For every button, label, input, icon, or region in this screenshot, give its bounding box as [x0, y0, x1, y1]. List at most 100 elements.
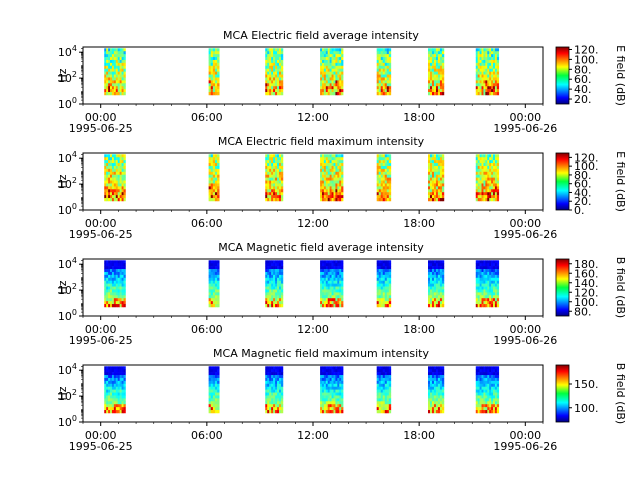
- colorbar-tick-label: 160.: [574, 267, 599, 280]
- colorbar-tick-label: 140.: [574, 277, 599, 290]
- y-tick-label: 100: [58, 414, 77, 429]
- spectrogram-pass: [265, 48, 284, 96]
- colorbar-tick-label: 20.: [574, 93, 592, 106]
- spectrogram-pass: [265, 154, 284, 202]
- x-tick-label: 12:00: [297, 323, 329, 336]
- y-axis-label: Hz: [56, 280, 69, 294]
- spectrogram-pass: [428, 48, 445, 96]
- y-tick-label: 104: [58, 150, 77, 165]
- y-tick-label: 100: [58, 96, 77, 111]
- x-date-label: 1995-06-26: [493, 440, 557, 453]
- x-tick-label: 00:00: [509, 323, 541, 336]
- x-tick-label: 12:00: [297, 429, 329, 442]
- colorbar-tick-label: 40.: [574, 186, 592, 199]
- x-date-label: 1995-06-25: [69, 228, 133, 241]
- spectrogram-pass: [104, 366, 126, 414]
- x-tick-label: 00:00: [85, 429, 117, 442]
- colorbar-tick-label: 120.: [574, 151, 599, 164]
- y-tick-label: 100: [58, 308, 77, 323]
- spectrogram-pass: [475, 260, 500, 308]
- spectrogram-pass: [320, 260, 344, 308]
- panel-2: MCA Electric field maximum intensity 100 1…: [56, 135, 627, 241]
- x-tick-label: 12:00: [297, 217, 329, 230]
- spectrogram-pass: [104, 48, 126, 96]
- axes-frame: [82, 364, 544, 423]
- spectrogram-pass: [320, 154, 344, 202]
- x-date-label: 1995-06-26: [493, 122, 557, 135]
- panel-3: MCA Magnetic field average intensity 100 1…: [56, 241, 627, 347]
- x-tick-label: 18:00: [403, 217, 435, 230]
- y-tick-label: 104: [58, 44, 77, 59]
- x-tick-label: 06:00: [191, 429, 223, 442]
- x-tick-label: 00:00: [509, 429, 541, 442]
- colorbar-tick-label: 80.: [574, 169, 592, 182]
- panel-title: MCA Magnetic field average intensity: [218, 241, 424, 254]
- y-tick-label: 104: [58, 362, 77, 377]
- colorbar-tick-label: 150.: [574, 378, 599, 391]
- colorbar-tick-label: 80.: [574, 63, 592, 76]
- x-date-label: 1995-06-26: [493, 228, 557, 241]
- colorbar-tick-label: 120.: [574, 286, 599, 299]
- x-tick-label: 00:00: [509, 217, 541, 230]
- y-axis-label: Hz: [56, 386, 69, 400]
- panel-4: MCA Magnetic field maximum intensity 100 1…: [56, 347, 627, 453]
- x-tick-label: 06:00: [191, 111, 223, 124]
- x-tick-label: 00:00: [85, 217, 117, 230]
- panel-title: MCA Electric field maximum intensity: [218, 135, 425, 148]
- spectrogram-pass: [104, 154, 126, 202]
- axes-frame: [82, 258, 544, 317]
- colorbar-tick-label: 40.: [574, 83, 592, 96]
- colorbar-tick-label: 100.: [574, 53, 599, 66]
- colorbar: [555, 364, 570, 423]
- axes-frame: [82, 152, 544, 211]
- spectrogram-pass: [208, 260, 220, 308]
- spectrogram-pass: [428, 154, 445, 202]
- colorbar-tick-label: 100.: [574, 296, 599, 309]
- y-tick-label: 100: [58, 202, 77, 217]
- x-tick-label: 00:00: [85, 323, 117, 336]
- x-tick-label: 06:00: [191, 323, 223, 336]
- x-tick-label: 18:00: [403, 429, 435, 442]
- axes-frame: [82, 46, 544, 105]
- x-tick-label: 00:00: [509, 111, 541, 124]
- x-tick-label: 00:00: [85, 111, 117, 124]
- y-tick-label: 102: [58, 388, 77, 403]
- panel-1: MCA Electric field average intensity 100 1…: [56, 29, 627, 135]
- x-tick-label: 18:00: [403, 323, 435, 336]
- y-tick-label: 104: [58, 256, 77, 271]
- y-tick-label: 102: [58, 282, 77, 297]
- x-date-label: 1995-06-25: [69, 334, 133, 347]
- colorbar-tick-label: 180.: [574, 258, 599, 271]
- x-tick-label: 06:00: [191, 217, 223, 230]
- colorbar-tick-label: 120.: [574, 43, 599, 56]
- spectrogram-pass: [475, 154, 500, 202]
- colorbar-label: B field (dB): [614, 257, 627, 318]
- x-date-label: 1995-06-25: [69, 122, 133, 135]
- colorbar: [555, 258, 570, 317]
- spectrogram-pass: [104, 260, 126, 308]
- x-date-label: 1995-06-26: [493, 334, 557, 347]
- colorbar-tick-label: 60.: [574, 73, 592, 86]
- colorbar-label: E field (dB): [614, 45, 627, 106]
- colorbar: [555, 152, 570, 211]
- colorbar-tick-label: 80.: [574, 305, 592, 318]
- x-tick-label: 18:00: [403, 111, 435, 124]
- spectrogram-pass: [428, 366, 445, 414]
- x-tick-label: 12:00: [297, 111, 329, 124]
- colorbar-tick-label: 20.: [574, 195, 592, 208]
- colorbar-tick-label: 100.: [574, 402, 599, 415]
- panel-title: MCA Magnetic field maximum intensity: [213, 347, 429, 360]
- spectrogram-pass: [376, 48, 392, 96]
- colorbar: [555, 46, 570, 105]
- spectrogram-pass: [208, 48, 220, 96]
- spectrogram-pass: [320, 48, 344, 96]
- spectrogram-pass: [376, 260, 392, 308]
- y-axis-label: Hz: [56, 174, 69, 188]
- colorbar-tick-label: 0.: [574, 204, 585, 217]
- y-tick-label: 102: [58, 70, 77, 85]
- colorbar-label: B field (dB): [614, 363, 627, 424]
- spectrogram-pass: [475, 48, 500, 96]
- spectrogram-pass: [428, 260, 445, 308]
- spectrogram-pass: [320, 366, 344, 414]
